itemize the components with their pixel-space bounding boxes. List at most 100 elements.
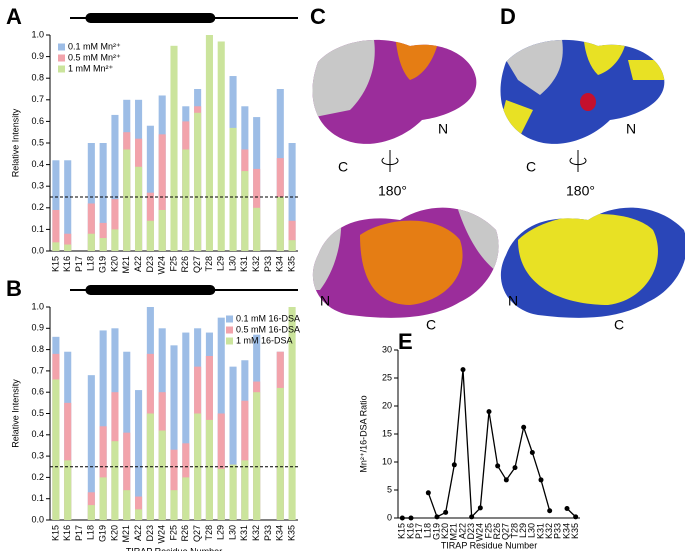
x-tick-label: D23 xyxy=(145,525,155,542)
bar xyxy=(194,112,202,251)
bar xyxy=(99,143,107,251)
x-tick-label: R26 xyxy=(492,523,502,540)
y-tick-label: 0.4 xyxy=(31,429,44,439)
x-tick-label: R26 xyxy=(180,525,190,542)
bar xyxy=(52,160,60,251)
structure-d xyxy=(500,39,685,318)
x-tick-label: T28 xyxy=(204,256,214,272)
y-tick-label: 1.0 xyxy=(31,301,44,311)
x-tick-label: L18 xyxy=(86,525,96,540)
x-tick-label: K35 xyxy=(286,525,296,541)
helix xyxy=(85,13,216,23)
bar xyxy=(205,419,213,520)
point xyxy=(538,477,544,483)
x-tick-label: A22 xyxy=(133,256,143,272)
bar xyxy=(111,229,119,251)
bar xyxy=(229,464,237,520)
rotation-label: 180° xyxy=(378,183,407,199)
y-tick-label: 0.9 xyxy=(31,323,44,333)
line xyxy=(427,369,551,519)
point xyxy=(503,477,509,483)
point xyxy=(469,514,475,520)
bar xyxy=(123,432,131,520)
bar xyxy=(217,468,225,520)
terminus-label: N xyxy=(626,121,636,137)
bar xyxy=(229,366,237,520)
bar xyxy=(135,509,143,520)
bar xyxy=(111,441,119,520)
x-tick-label: L29 xyxy=(216,525,226,540)
bar xyxy=(52,242,60,251)
bar xyxy=(170,490,178,520)
bar xyxy=(64,233,72,251)
legend-swatch xyxy=(58,54,65,62)
x-tick-label: L18 xyxy=(86,256,96,271)
x-tick-label: K32 xyxy=(251,256,261,272)
bar xyxy=(87,233,95,251)
x-tick-label: L29 xyxy=(216,256,226,271)
legend-label: 0.5 mM Mn²⁺ xyxy=(68,52,121,62)
x-tick-label: K15 xyxy=(50,256,60,272)
x-tick-label: R26 xyxy=(180,256,190,273)
x-tick-label: L30 xyxy=(227,256,237,271)
y-tick-label: 0.7 xyxy=(31,365,44,375)
bar xyxy=(99,222,107,251)
panel-label: C xyxy=(310,4,326,29)
bar xyxy=(52,209,60,251)
y-axis-label: Relative Intensity xyxy=(10,379,20,448)
x-tick-label: K15 xyxy=(50,525,60,541)
x-tick-label: K20 xyxy=(109,525,119,541)
x-tick-label: K31 xyxy=(239,525,249,541)
x-tick-label: Q27 xyxy=(501,523,511,540)
x-tick-label: M21 xyxy=(449,523,459,541)
y-tick-label: 0.1 xyxy=(31,493,44,503)
legend-swatch xyxy=(58,43,65,51)
bar xyxy=(99,477,107,520)
point xyxy=(521,424,527,430)
y-tick-label: 0.0 xyxy=(31,245,44,255)
x-tick-label: L30 xyxy=(227,525,237,540)
x-tick-label: P17 xyxy=(74,525,84,541)
x-tick-label: P17 xyxy=(74,256,84,272)
bar xyxy=(253,392,261,520)
bar xyxy=(87,375,95,520)
x-axis-label: TIRAP Residue Number xyxy=(441,540,537,550)
bar xyxy=(170,345,178,520)
point xyxy=(486,409,492,415)
x-tick-label: W24 xyxy=(157,256,167,275)
terminus-label: C xyxy=(526,159,536,175)
bar xyxy=(253,207,261,251)
x-tick-label: G19 xyxy=(98,525,108,542)
x-axis-label: TIRAP Residue Number xyxy=(126,546,222,551)
y-tick-label: 0.5 xyxy=(31,137,44,147)
x-tick-label: K34 xyxy=(275,525,285,541)
bar xyxy=(288,220,296,251)
bar xyxy=(217,41,225,252)
bar xyxy=(276,387,284,520)
bar xyxy=(182,149,190,251)
y-tick-label: 15 xyxy=(382,428,392,438)
bar xyxy=(182,477,190,520)
x-tick-label: K20 xyxy=(109,256,119,272)
legend-label: 0.1 mM 16-DSA xyxy=(236,313,300,323)
x-tick-label: D23 xyxy=(145,256,155,273)
x-tick-label: P33 xyxy=(263,256,273,272)
point xyxy=(477,505,483,511)
point xyxy=(425,490,431,496)
legend-swatch xyxy=(226,326,233,334)
x-tick-label: K31 xyxy=(535,523,545,539)
legend-label: 0.1 mM Mn²⁺ xyxy=(68,41,121,51)
x-tick-label: K35 xyxy=(286,256,296,272)
legend-label: 1 mM 16-DSA xyxy=(236,335,293,345)
x-tick-label: K35 xyxy=(570,523,580,539)
y-tick-label: 0.2 xyxy=(31,202,44,212)
x-tick-label: Q27 xyxy=(192,256,202,273)
bar xyxy=(288,307,296,520)
x-tick-label: M21 xyxy=(121,525,131,543)
structure-c xyxy=(312,39,499,318)
x-tick-label: F25 xyxy=(483,523,493,539)
terminus-label: C xyxy=(426,317,436,333)
bar xyxy=(158,209,166,251)
x-tick-label: K32 xyxy=(544,523,554,539)
bar xyxy=(146,220,154,251)
